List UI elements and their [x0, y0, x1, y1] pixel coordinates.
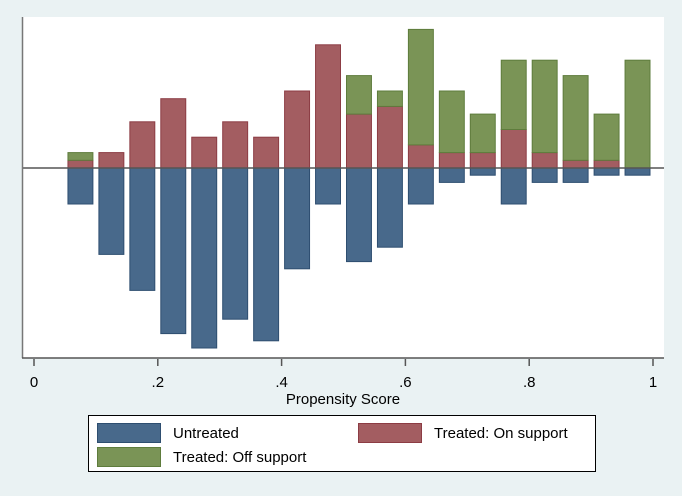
bar-treated-off-support: [624, 59, 651, 169]
bar-treated-off-support: [500, 59, 527, 131]
legend-label: Treated: On support: [434, 424, 568, 442]
bar-treated-off-support: [593, 113, 620, 161]
legend-item-untreated: Untreated: [97, 423, 239, 443]
legend-swatch-on-support: [358, 423, 422, 443]
bar-untreated: [531, 167, 558, 183]
bar-treated-on-support: [253, 136, 280, 169]
legend-swatch-untreated: [97, 423, 161, 443]
bar-treated-on-support: [376, 105, 403, 169]
bar-treated-on-support: [407, 144, 434, 169]
bar-treated-off-support: [531, 59, 558, 154]
legend-label: Treated: Off support: [173, 448, 307, 466]
x-axis-title: Propensity Score: [286, 391, 400, 408]
bar-treated-on-support: [67, 159, 94, 169]
legend-item-off-support: Treated: Off support: [97, 447, 306, 467]
legend: Untreated Treated: On support Treated: O…: [88, 415, 596, 472]
bar-treated-off-support: [346, 75, 372, 115]
bar-treated-on-support: [222, 121, 249, 169]
bar-untreated: [593, 167, 620, 176]
bar-treated-on-support: [284, 90, 311, 169]
x-tick-label: 1: [649, 374, 657, 391]
bar-untreated: [160, 167, 187, 335]
x-tick-label: .4: [275, 374, 288, 391]
legend-swatch-off-support: [97, 447, 161, 467]
bar-treated-off-support: [67, 152, 94, 161]
bar-treated-on-support: [531, 152, 558, 169]
bar-treated-off-support: [562, 75, 589, 161]
bar-untreated: [562, 167, 589, 183]
legend-item-on-support: Treated: On support: [358, 423, 568, 443]
bar-untreated: [624, 167, 651, 176]
bar-untreated: [469, 167, 496, 176]
bar-treated-off-support: [438, 90, 465, 154]
bar-untreated: [253, 167, 280, 342]
x-tick-label: .6: [399, 374, 412, 391]
bar-treated-on-support: [160, 98, 187, 169]
bar-treated-on-support: [98, 152, 125, 169]
bar-treated-off-support: [469, 113, 496, 154]
bar-treated-on-support: [129, 121, 156, 169]
bar-untreated: [500, 167, 527, 205]
x-tick-label: .2: [152, 374, 165, 391]
bar-treated-off-support: [376, 90, 403, 107]
bar-untreated: [376, 167, 403, 248]
x-tick-label: .8: [523, 374, 536, 391]
bar-treated-on-support: [191, 136, 218, 169]
bar-untreated: [222, 167, 249, 320]
bar-untreated: [407, 167, 434, 205]
bar-treated-on-support: [593, 159, 620, 169]
bar-treated-on-support: [562, 159, 589, 169]
bar-untreated: [98, 167, 125, 255]
x-ticks: 0 .2 .4 .6 .8 1: [30, 359, 657, 391]
bar-treated-on-support: [346, 113, 372, 169]
bar-untreated: [315, 167, 341, 205]
bar-treated-off-support: [407, 28, 434, 146]
bar-untreated: [129, 167, 156, 291]
bar-treated-on-support: [438, 152, 465, 169]
bar-untreated: [191, 167, 218, 349]
bar-untreated: [346, 167, 372, 263]
bar-treated-on-support: [315, 44, 341, 169]
bar-untreated: [284, 167, 311, 270]
bars: [67, 28, 651, 349]
legend-label: Untreated: [173, 424, 239, 442]
bar-treated-on-support: [500, 129, 527, 169]
bar-untreated: [438, 167, 465, 183]
bar-treated-on-support: [469, 152, 496, 169]
x-tick-label: 0: [30, 374, 38, 391]
bar-untreated: [67, 167, 94, 205]
